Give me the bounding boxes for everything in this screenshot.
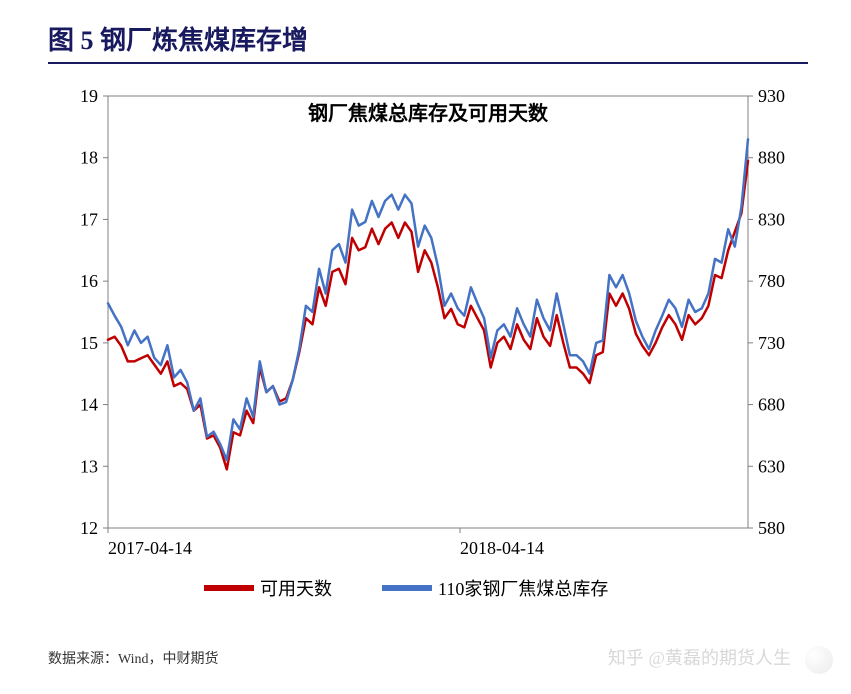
svg-text:930: 930	[758, 86, 785, 106]
svg-text:17: 17	[80, 209, 98, 229]
svg-text:16: 16	[80, 271, 98, 291]
svg-text:14: 14	[80, 395, 98, 415]
svg-text:2018-04-14: 2018-04-14	[460, 538, 544, 558]
svg-text:830: 830	[758, 209, 785, 229]
svg-text:680: 680	[758, 395, 785, 415]
svg-text:18: 18	[80, 148, 98, 168]
data-source-line: 数据来源：Wind，中财期货	[48, 648, 219, 668]
svg-text:880: 880	[758, 148, 785, 168]
figure-container: 图 5 钢厂炼焦煤库存增 钢厂焦煤总库存及可用天数 12 13 14 15 16 17 18 1…	[0, 0, 851, 694]
svg-text:12: 12	[80, 518, 98, 538]
figure-title: 图 5 钢厂炼焦煤库存增	[48, 20, 308, 57]
svg-text:780: 780	[758, 271, 785, 291]
svg-text:2017-04-14: 2017-04-14	[108, 538, 192, 558]
svg-text:钢厂焦煤总库存及可用天数: 钢厂焦煤总库存及可用天数	[308, 101, 549, 125]
svg-text:可用天数: 可用天数	[260, 579, 332, 599]
svg-text:630: 630	[758, 456, 785, 476]
svg-text:15: 15	[80, 333, 98, 353]
svg-text:110家钢厂焦煤总库存: 110家钢厂焦煤总库存	[438, 579, 608, 599]
svg-text:19: 19	[80, 86, 98, 106]
svg-text:580: 580	[758, 518, 785, 538]
svg-text:13: 13	[80, 456, 98, 476]
chart-plot: 钢厂焦煤总库存及可用天数 12 13 14 15 16 17 18 19 580 630 680 730…	[48, 78, 808, 638]
watermark-logo	[805, 646, 833, 674]
title-divider	[48, 62, 808, 64]
svg-text:730: 730	[758, 333, 785, 353]
watermark-text: 知乎 @黄磊的期货人生	[608, 644, 791, 670]
